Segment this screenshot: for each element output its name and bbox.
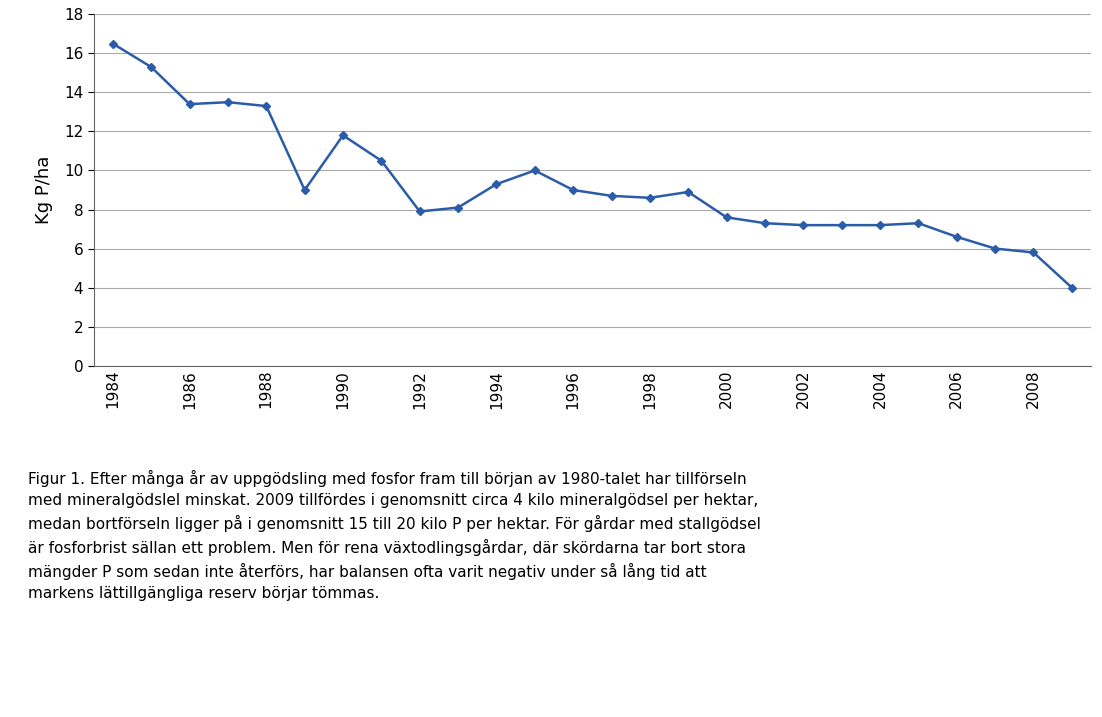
Text: Figur 1. Efter många år av uppgödsling med fosfor fram till början av 1980-talet: Figur 1. Efter många år av uppgödsling m… (28, 470, 760, 602)
Y-axis label: Kg P/ha: Kg P/ha (35, 156, 53, 224)
